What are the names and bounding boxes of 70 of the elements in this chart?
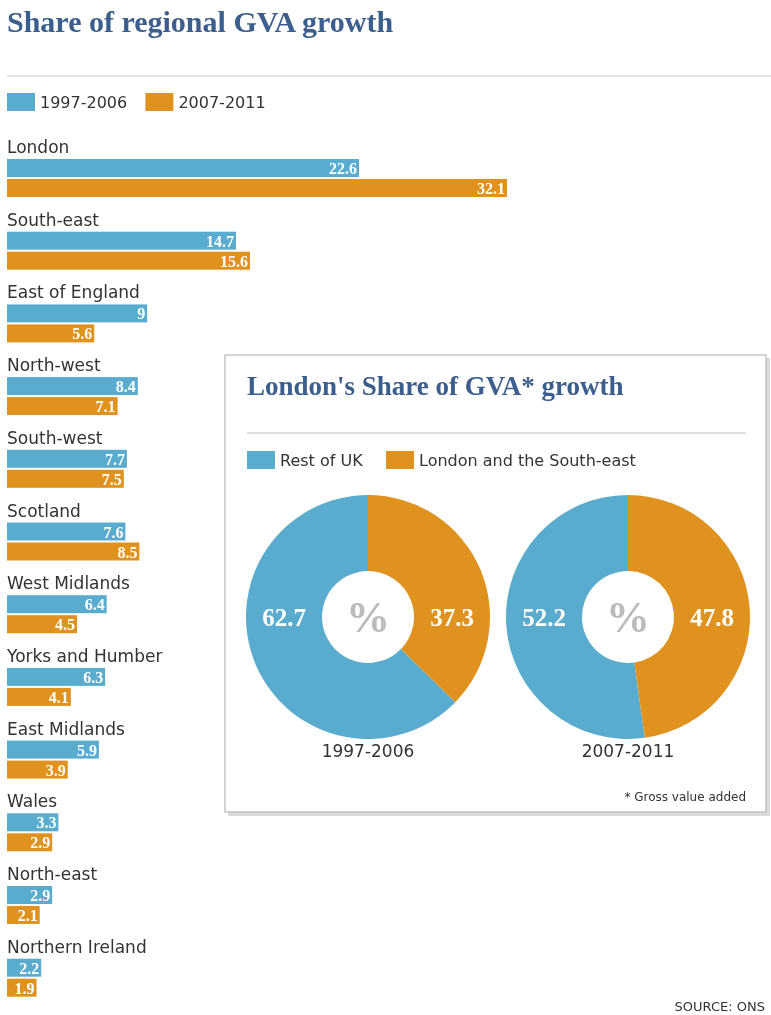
data-label: 7.7: [104, 450, 125, 468]
text: %: [606, 593, 650, 642]
chart-title: London's Share of GVA* growth: [247, 371, 624, 401]
chart-title: Share of regional GVA growth: [7, 5, 394, 38]
data-label: 7.1: [95, 398, 116, 416]
data-label: 6.4: [84, 596, 105, 614]
data-label: 8.5: [117, 543, 138, 561]
y-tick-label: North-east: [7, 864, 98, 884]
data-label: 47.8: [690, 604, 734, 631]
bar: [7, 449, 127, 468]
bar: [7, 324, 95, 343]
bar: [7, 397, 118, 416]
legend-label: 1997-2006: [40, 93, 128, 112]
y-tick-label: London: [7, 137, 70, 157]
data-label: 3.9: [45, 761, 66, 779]
data-label: 22.6: [329, 160, 358, 177]
data-label: 6.3: [83, 668, 104, 686]
data-label: 8.4: [115, 378, 136, 396]
bar: [7, 251, 250, 270]
bar: [7, 542, 140, 561]
source-note: SOURCE: ONS: [674, 999, 765, 1014]
text: * Gross value added: [624, 790, 746, 804]
bar: [7, 231, 236, 250]
y-tick-label: Wales: [7, 791, 58, 812]
y-tick-label: North-west: [7, 355, 101, 376]
data-label: 7.5: [101, 470, 122, 488]
data-label: 4.1: [48, 688, 69, 706]
data-label: 14.7: [205, 232, 234, 250]
data-label: 2.9: [30, 834, 51, 852]
bar: [7, 179, 507, 197]
donut-slice: [506, 495, 645, 739]
bar: [7, 522, 126, 541]
bar: [7, 595, 107, 614]
data-label: 5.9: [76, 741, 97, 759]
bar: [7, 615, 78, 634]
y-tick-label: South-west: [7, 427, 103, 448]
data-label: 7.6: [103, 523, 124, 541]
data-label: 52.2: [522, 604, 566, 631]
bar: [7, 667, 106, 686]
legend-label: 2007-2011: [178, 93, 266, 112]
bar: [7, 304, 148, 323]
y-tick-label: Scotland: [7, 500, 81, 521]
data-label: 62.7: [262, 604, 306, 631]
data-label: 37.3: [430, 604, 474, 631]
y-tick-label: Northern Ireland: [7, 936, 147, 957]
text: 2007-2011: [581, 741, 675, 761]
data-label: 32.1: [477, 180, 505, 197]
data-label: 9: [137, 305, 146, 323]
data-label: 3.3: [36, 814, 57, 832]
bar: [7, 687, 71, 706]
text: 1997-2006: [321, 741, 415, 761]
y-tick-label: West Midlands: [7, 573, 131, 594]
y-tick-label: East Midlands: [7, 718, 125, 739]
legend-label: London and the South-east: [419, 451, 636, 470]
data-label: 5.6: [72, 325, 93, 343]
bar: [7, 377, 138, 396]
annotation: %: [346, 593, 390, 642]
y-tick-label: South-east: [7, 209, 100, 230]
y-tick-label: Yorks and Humber: [6, 645, 163, 666]
data-label: 2.9: [30, 887, 51, 904]
bar: [7, 469, 124, 488]
bar: [7, 159, 360, 177]
legend-label: Rest of UK: [280, 451, 364, 470]
y-tick-label: East of England: [7, 282, 140, 303]
data-label: 1.9: [14, 979, 35, 997]
data-label: 15.6: [219, 252, 248, 270]
data-label: 2.1: [17, 907, 38, 924]
bar: [7, 740, 99, 759]
data-label: 2.2: [19, 959, 40, 977]
data-label: 4.5: [55, 616, 76, 634]
